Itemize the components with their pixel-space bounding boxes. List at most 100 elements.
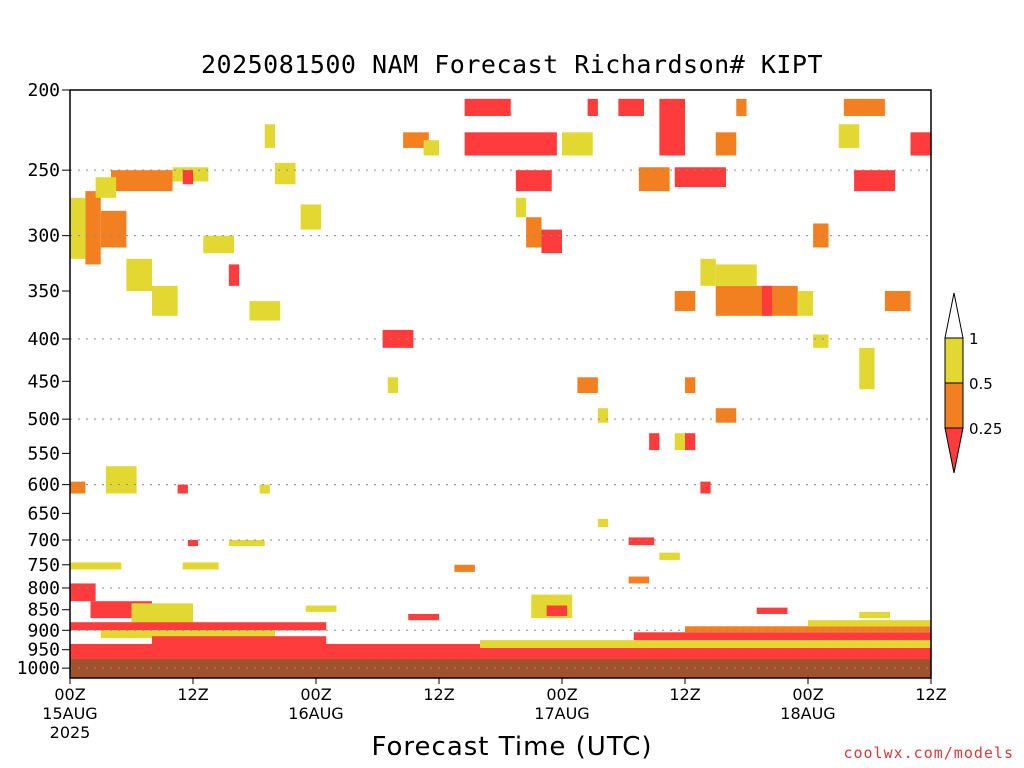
y-tick-label: 300 [27, 226, 60, 247]
heatmap-cell-high [182, 562, 219, 570]
heatmap-cell-high [100, 630, 275, 639]
heatmap-cell-mid [685, 626, 931, 633]
heatmap-cell-low [464, 98, 511, 116]
heatmap-cell-high [813, 334, 829, 348]
x-tick-label: 00Z [792, 685, 823, 704]
heatmap-cell-mid [70, 481, 86, 494]
y-tick-label: 900 [27, 620, 60, 641]
heatmap-cell-high [515, 197, 527, 218]
legend-box-0.25-0.5 [944, 382, 964, 429]
heatmap-cell-mid [85, 191, 101, 265]
x-tick-date: 16AUG [288, 704, 343, 723]
x-tick-date: 15AUG [42, 704, 97, 723]
source-credit[interactable]: coolwx.com/models [843, 744, 1014, 762]
x-tick-label: 12Z [177, 685, 208, 704]
legend-cap-under-0.25 [944, 427, 964, 474]
x-tick-year: 2025 [50, 723, 91, 742]
heatmap-cell-high [423, 140, 439, 156]
y-tick-label: 700 [27, 530, 60, 551]
heatmap-cell-high [70, 197, 86, 259]
plot-frame [69, 89, 932, 679]
heatmap-cell-low [515, 170, 552, 192]
x-tick-label: 00Z [546, 685, 577, 704]
heatmap-cell-low [700, 481, 711, 494]
heatmap-cell-low [187, 540, 199, 547]
heatmap-cell-low [228, 264, 240, 286]
heatmap-cell-mid [526, 217, 542, 248]
heatmap-cell-low [587, 98, 598, 116]
heatmap-cell-low [408, 613, 439, 621]
y-tick-label: 250 [27, 160, 60, 181]
y-tick-label: 350 [27, 281, 60, 302]
heatmap-cell-mid [685, 377, 696, 394]
below-ground-band [70, 659, 931, 678]
heatmap-cell-mid [111, 170, 173, 192]
y-tick-label: 1000 [17, 658, 60, 679]
pressure-gridlines [70, 169, 931, 669]
heatmap-cell-mid [715, 132, 737, 156]
heatmap-cell-low [910, 132, 931, 156]
heatmap-cell-low [685, 433, 696, 451]
heatmap-cell-mid [715, 408, 737, 423]
x-tick-label: 00Z [54, 685, 85, 704]
heatmap-cell-high [859, 347, 875, 390]
y-tick-label: 950 [27, 640, 60, 661]
heatmap-cell-high [838, 124, 860, 148]
chart-title: 2025081500 NAM Forecast Richardson# KIPT [200, 50, 824, 79]
heatmap-cell-high [152, 285, 178, 316]
x-tick-label: 12Z [915, 685, 946, 704]
legend-label: 0.5 [969, 375, 993, 393]
legend-label: 0.25 [969, 420, 1002, 438]
heatmap-cell-mid [884, 291, 911, 311]
heatmap-cell-high [597, 518, 609, 527]
x-tick-date: 18AUG [780, 704, 835, 723]
heatmap-cell-low [546, 605, 568, 617]
heatmap-cell-high [305, 605, 337, 612]
y-tick-label: 450 [27, 371, 60, 392]
heatmap-cell-low [633, 632, 931, 641]
y-tick-label: 200 [27, 80, 60, 101]
colorbar-legend: 1 0.5 0.25 [944, 292, 1002, 474]
heatmap-cell-low [618, 98, 644, 116]
y-tick-label: 750 [27, 555, 60, 576]
heatmap-cell-mid [454, 564, 475, 572]
heatmap-cell-low [649, 433, 660, 451]
legend-cap-over-1 [944, 292, 964, 339]
heatmap-cell-high [203, 235, 234, 254]
heatmap-cell-mid [715, 285, 767, 316]
heatmap-cell-low [659, 98, 685, 156]
x-tick-label: 12Z [423, 685, 454, 704]
x-tick-label: 12Z [669, 685, 700, 704]
heatmap-cell-high [659, 552, 680, 560]
heatmap-cell-low [70, 622, 327, 631]
heatmap-cell-mid [100, 210, 127, 248]
heatmap-cell-high [131, 603, 193, 623]
y-tick-label: 800 [27, 578, 60, 599]
y-tick-label: 400 [27, 329, 60, 350]
heatmap-cell-high [715, 264, 757, 286]
y-tick-label: 550 [27, 443, 60, 464]
y-tick-label: 650 [27, 503, 60, 524]
heatmap-cell-low [541, 229, 562, 254]
heatmap-cell-high [259, 484, 270, 494]
heatmap-cell-low [326, 647, 931, 660]
heatmap-cell-low [177, 484, 188, 494]
heatmap-cell-high [700, 258, 716, 286]
y-tick-label: 500 [27, 409, 60, 430]
legend-label: 1 [969, 330, 979, 348]
heatmap-cell-mid [813, 223, 829, 248]
y-tick-label: 850 [27, 600, 60, 621]
heatmap-cell-high [228, 540, 265, 547]
heatmap-cell-high [480, 640, 931, 648]
y-tick-label: 600 [27, 475, 60, 496]
heatmap-cell-low [761, 285, 773, 316]
heatmap-cell-high [105, 466, 137, 494]
heatmap-cell-mid [628, 576, 650, 584]
heatmap-cell-high [95, 177, 117, 198]
heatmap-cell-high [562, 132, 593, 156]
heatmap-cell-low [628, 537, 655, 546]
heatmap-cell-low [70, 583, 96, 602]
x-axis-title: Forecast Time (UTC) [371, 732, 653, 762]
heatmap-cell-low [182, 170, 193, 185]
